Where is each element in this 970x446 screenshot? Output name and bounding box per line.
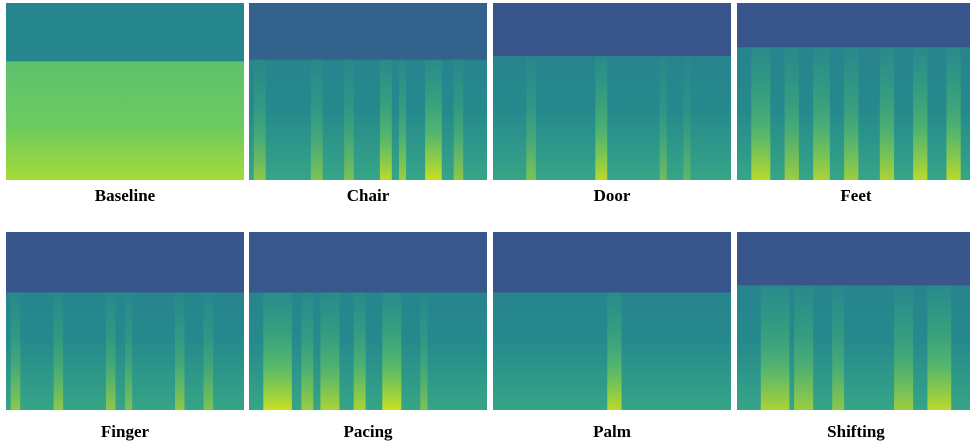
spectrogram-streak — [125, 293, 132, 410]
spectrogram-streak — [683, 56, 690, 180]
spectrogram-streak — [894, 285, 913, 410]
spectrogram-top-band — [249, 3, 487, 60]
spectrogram-top-band — [493, 3, 731, 56]
panel-label: Pacing — [343, 422, 393, 441]
spectrogram-streak — [751, 47, 770, 180]
spectrogram-top-band — [249, 232, 487, 293]
panel-label: Shifting — [827, 422, 885, 441]
spectrogram-streak — [354, 293, 366, 410]
panel-label: Door — [594, 186, 631, 205]
spectrogram-streak — [844, 47, 858, 180]
spectrogram-streak — [607, 293, 621, 410]
spectrogram-streak — [785, 47, 799, 180]
spectrogram-streak — [927, 285, 951, 410]
spectrogram-streak — [382, 293, 401, 410]
spectrogram-streak — [794, 285, 813, 410]
panel-label: Baseline — [95, 186, 156, 205]
spectrogram-streak — [344, 60, 354, 180]
spectrogram-streak — [595, 56, 607, 180]
panel-label: Finger — [101, 422, 150, 441]
spectrogram-streak — [913, 47, 927, 180]
spectrogram-top-band — [6, 3, 244, 61]
spectrogram-streak — [880, 47, 894, 180]
spectrogram-streak — [813, 47, 830, 180]
spectrogram-streak — [454, 60, 464, 180]
spectrogram-top-band — [737, 3, 970, 47]
spectrogram-streak — [425, 60, 442, 180]
spectrogram-streak — [660, 56, 667, 180]
spectrogram-streak — [526, 56, 536, 180]
spectrogram-streak — [11, 293, 21, 410]
spectrogram-streak — [946, 47, 960, 180]
spectrogram-streak — [204, 293, 214, 410]
spectrogram-streak — [311, 60, 323, 180]
figure: Baseline Chair Door Feet Finger Pacing Palm Shi… — [0, 0, 970, 446]
spectrogram-streak — [301, 293, 313, 410]
spectrogram-top-band — [737, 232, 970, 285]
panel-label: Feet — [840, 186, 871, 205]
spectrogram-streak — [254, 60, 266, 180]
spectrogram-streak — [761, 285, 790, 410]
spectrogram-streak — [832, 285, 844, 410]
spectrogram-streak — [399, 60, 406, 180]
spectrogram-streak — [175, 293, 185, 410]
page: Baseline Chair Door Feet Finger Pacing Palm Shi… — [0, 0, 970, 446]
panel-label: Chair — [347, 186, 390, 205]
spectrogram-top-band — [493, 232, 731, 293]
spectrogram-streak — [380, 60, 392, 180]
spectrogram-streak — [106, 293, 116, 410]
panel-label: Palm — [593, 422, 631, 441]
spectrogram-streak — [263, 293, 292, 410]
spectrogram-streak — [54, 293, 64, 410]
spectrogram-top-band — [6, 232, 244, 293]
spectrogram-streak — [320, 293, 339, 410]
spectrogram-streak — [420, 293, 427, 410]
